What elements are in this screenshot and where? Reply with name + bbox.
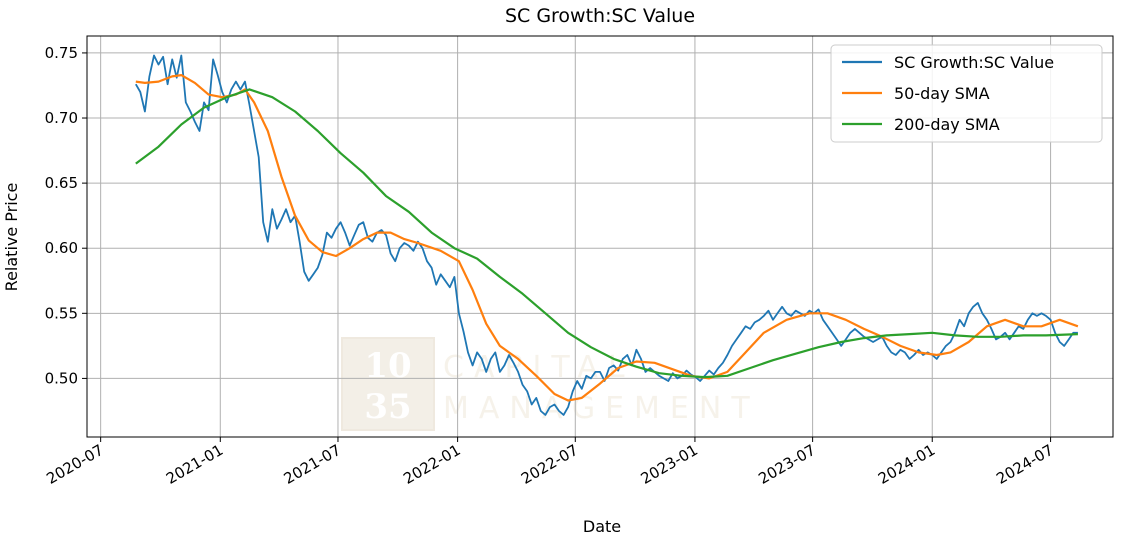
- x-tick-label: 2023-07: [755, 441, 818, 488]
- y-tick-label: 0.55: [45, 304, 78, 322]
- x-tick-label: 2024-01: [875, 441, 938, 488]
- series-line-2: [135, 88, 1078, 379]
- x-tick-label: 2024-07: [993, 441, 1056, 488]
- grid: [87, 36, 1113, 437]
- x-tick-label: 2022-07: [518, 441, 581, 488]
- y-axis: 0.50 0.55 0.60 0.65 0.70 0.75: [45, 44, 87, 387]
- x-axis: 2020-07 2021-01 2021-07 2022-01 2022-07 2023-…: [43, 437, 1057, 488]
- plot-frame: [86, 35, 1114, 438]
- watermark-text-top: CAPITAL: [443, 350, 635, 385]
- watermark: 10 35 CAPITAL MANAGEMENT: [341, 337, 760, 431]
- legend-box: [830, 44, 1103, 143]
- x-tick-label: 2023-01: [638, 441, 701, 488]
- watermark-logo-box: [341, 337, 435, 431]
- legend-label-50-day-sma: 50-day SMA: [894, 84, 990, 103]
- series-line-1: [135, 74, 1079, 402]
- x-tick-label: 2022-01: [400, 441, 463, 488]
- y-tick-label: 0.50: [45, 369, 78, 387]
- watermark-logo-bottom: 35: [364, 387, 411, 427]
- x-tick-label: 2020-07: [43, 441, 106, 488]
- legend-label-growth-value: SC Growth:SC Value: [894, 53, 1054, 72]
- legend-label-200-day-sma: 200-day SMA: [894, 115, 1000, 134]
- series-lines: [135, 54, 1079, 416]
- x-axis-title: Date: [583, 517, 621, 536]
- legend: SC Growth:SC Value 50-day SMA 200-day SM…: [830, 44, 1103, 143]
- x-tick-label: 2021-01: [163, 441, 226, 488]
- y-tick-label: 0.75: [45, 44, 78, 62]
- x-tick-label: 2021-07: [281, 441, 344, 488]
- y-tick-label: 0.70: [45, 109, 78, 127]
- watermark-logo-top: 10: [364, 346, 411, 386]
- y-tick-label: 0.60: [45, 239, 78, 257]
- y-tick-label: 0.65: [45, 174, 78, 192]
- chart-title: SC Growth:SC Value: [505, 5, 695, 27]
- y-axis-title: Relative Price: [2, 183, 21, 292]
- watermark-text-bottom: MANAGEMENT: [443, 391, 760, 426]
